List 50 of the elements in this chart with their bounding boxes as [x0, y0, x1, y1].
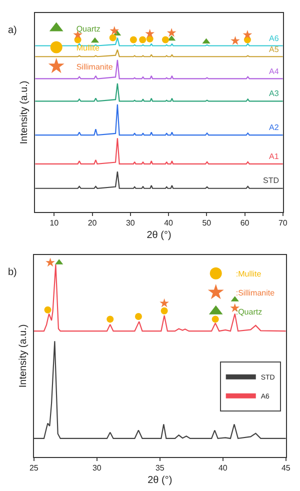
series-label: STD — [263, 176, 280, 185]
point — [212, 316, 219, 323]
point — [160, 307, 168, 314]
y-axis-title: Intensity (a.u.) — [18, 324, 29, 388]
x-axis-title: 2θ (°) — [148, 475, 172, 486]
series-label: A4 — [269, 67, 280, 76]
series-label: A6 — [269, 34, 280, 43]
point — [130, 36, 137, 44]
series-label: A3 — [269, 89, 280, 98]
point — [106, 316, 114, 323]
legend-label: Quartz — [76, 24, 100, 34]
legend-label: :Mullite — [236, 269, 262, 278]
legend-label: :Sillimanite — [236, 288, 276, 298]
x-tick-label: 25 — [29, 464, 39, 473]
point — [110, 26, 120, 35]
x-tick-label: 40 — [218, 464, 228, 473]
point — [145, 28, 155, 38]
point — [230, 36, 240, 45]
point — [166, 28, 176, 37]
x-tick-label: 70 — [278, 218, 288, 228]
x-tick-label: 45 — [281, 464, 291, 473]
x-tick-label: 20 — [88, 218, 98, 228]
x-tick-label: 30 — [126, 218, 136, 228]
point — [242, 30, 252, 39]
series-label: A1 — [269, 152, 280, 161]
point — [168, 35, 176, 41]
x-tick-label: 50 — [202, 218, 212, 228]
legend-label: Sillimanite — [76, 62, 114, 72]
point — [160, 298, 169, 308]
legend-label: Mullite — [76, 43, 100, 52]
point — [90, 37, 99, 43]
y-axis-title: Intensity (a.u.) — [19, 80, 30, 144]
x-tick-label: 30 — [92, 464, 102, 473]
chart-title: b) — [8, 267, 17, 278]
point — [139, 36, 146, 44]
x-axis-title: 2θ (°) — [146, 230, 172, 242]
point — [109, 34, 116, 42]
series-label: A2 — [269, 123, 280, 132]
x-tick-label: 35 — [155, 464, 165, 473]
x-tick-label: 40 — [164, 218, 174, 228]
point — [46, 258, 55, 267]
x-tick-label: 60 — [240, 218, 250, 228]
chart-title: a) — [8, 25, 17, 36]
point — [134, 312, 142, 320]
series-label: A5 — [269, 45, 280, 54]
point — [44, 306, 52, 314]
legend-label: :Quartz — [236, 307, 262, 316]
x-tick-label: 10 — [50, 218, 60, 228]
point — [162, 36, 169, 44]
point — [202, 38, 210, 44]
